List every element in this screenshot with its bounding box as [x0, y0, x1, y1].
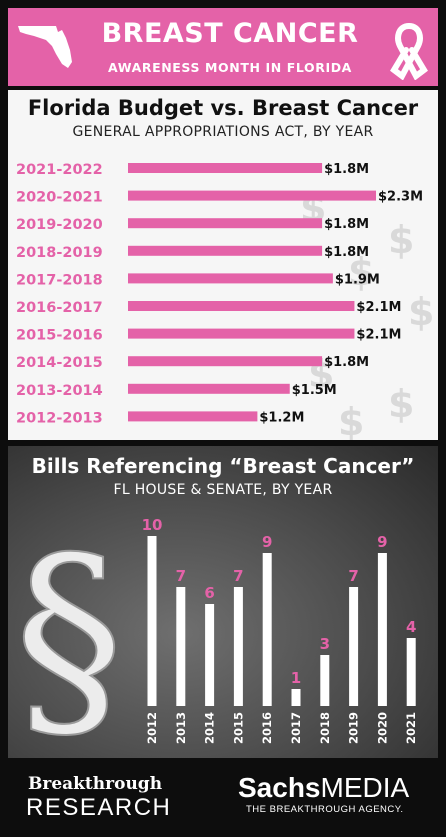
bills-bar	[291, 689, 301, 706]
dollar-sign-decoration-icon: $	[388, 382, 415, 426]
header-title: BREAST CANCER	[101, 18, 359, 49]
budget-value-label: $1.5M	[292, 383, 337, 398]
bills-value-label: 1	[291, 669, 301, 687]
budget-category-label: 2013-2014	[16, 383, 103, 399]
bills-year-label: 2015	[231, 712, 245, 744]
bills-value-label: 7	[233, 567, 243, 585]
footer: Breakthrough RESEARCH SachsMEDIA THE BRE…	[0, 760, 446, 837]
bills-year-label: 2014	[203, 712, 217, 744]
budget-value-label: $1.8M	[324, 217, 369, 232]
dollar-sign-decoration-icon: $	[348, 250, 375, 294]
sachsmedia-logo: SachsMEDIA	[238, 772, 409, 804]
budget-category-label: 2016-2017	[16, 300, 103, 316]
budget-bar	[128, 163, 323, 173]
budget-category-label: 2012-2013	[16, 410, 103, 426]
budget-chart-title: Florida Budget vs. Breast Cancer	[27, 96, 419, 120]
budget-value-label: $1.8M	[324, 355, 369, 370]
bills-bar	[262, 553, 272, 706]
section-sign-icon: §	[13, 509, 125, 746]
header-banner: BREAST CANCER AWARENESS MONTH IN FLORIDA	[8, 8, 438, 86]
bills-value-label: 7	[348, 567, 358, 585]
budget-bar	[128, 301, 355, 311]
bills-value-label: 4	[406, 618, 416, 636]
bills-year-label: 2016	[260, 712, 274, 744]
awareness-ribbon-icon	[390, 23, 428, 80]
bills-bar	[349, 587, 359, 706]
dollar-sign-decoration-icon: $	[388, 218, 415, 262]
budget-value-label: $1.9M	[335, 272, 380, 287]
bills-year-label: 2017	[289, 712, 303, 744]
bills-bar-chart: 10 2012 7 2013 6 2014 7 2015 9 2016 1 2017 3 2018 7 201…	[142, 516, 419, 744]
dollar-sign-decoration-icon: $	[338, 400, 365, 440]
budget-category-label: 2019-2020	[16, 217, 103, 233]
bills-value-label: 10	[142, 516, 163, 534]
budget-value-label: $2.1M	[356, 300, 401, 315]
bills-value-label: 6	[204, 584, 214, 602]
bills-year-label: 2021	[404, 712, 418, 744]
bills-year-label: 2019	[347, 712, 361, 744]
bills-bar	[176, 587, 186, 706]
bills-bar	[147, 536, 157, 706]
budget-bar	[128, 356, 323, 367]
budget-value-label: $1.8M	[324, 162, 369, 177]
bills-value-label: 3	[320, 635, 330, 653]
budget-value-label: $1.2M	[259, 410, 304, 425]
dollar-sign-decoration-icon: $	[408, 290, 435, 334]
breakthrough-logo-line1: Breakthrough	[28, 774, 163, 794]
bills-year-label: 2020	[375, 712, 389, 744]
budget-bar	[128, 245, 323, 256]
sachsmedia-tagline: THE BREAKTHROUGH AGENCY.	[246, 804, 404, 815]
header-subtitle: AWARENESS MONTH IN FLORIDA	[108, 60, 352, 75]
budget-category-label: 2018-2019	[16, 245, 103, 261]
bills-year-label: 2012	[145, 712, 159, 744]
budget-value-label: $1.8M	[324, 245, 369, 260]
sachsmedia-logo-regular: MEDIA	[320, 772, 410, 803]
budget-category-label: 2015-2016	[16, 328, 103, 344]
bills-chart-subtitle: FL HOUSE & SENATE, BY YEAR	[113, 482, 333, 498]
sachsmedia-logo-bold: Sachs	[238, 772, 321, 803]
budget-category-label: 2020-2021	[16, 190, 103, 206]
florida-map-icon	[18, 26, 72, 68]
budget-bar	[128, 190, 376, 201]
bills-bar	[377, 553, 387, 706]
bills-value-label: 9	[377, 533, 387, 551]
budget-chart-subtitle: GENERAL APPROPRIATIONS ACT, BY YEAR	[72, 124, 374, 140]
budget-category-label: 2017-2018	[16, 272, 103, 288]
bills-value-label: 9	[262, 533, 272, 551]
bills-bar	[233, 587, 243, 706]
bills-chart-panel: § Bills Referencing “Breast Cancer” FL H…	[8, 446, 438, 758]
budget-bar	[128, 383, 290, 394]
bills-bar	[406, 638, 416, 706]
budget-category-label: 2021-2022	[16, 162, 103, 178]
budget-chart-panel: $ $ $ $ $ $ $ Florida Budget vs. Breast …	[8, 90, 438, 440]
budget-value-label: $2.1M	[356, 328, 401, 343]
budget-value-label: $2.3M	[378, 190, 423, 205]
budget-bar	[128, 218, 323, 229]
bills-bar	[205, 604, 215, 706]
budget-category-label: 2014-2015	[16, 355, 103, 371]
bills-year-label: 2018	[318, 712, 332, 744]
bills-value-label: 7	[176, 567, 186, 585]
budget-bar	[128, 411, 258, 422]
budget-bar	[128, 273, 333, 284]
budget-bar	[128, 328, 355, 339]
bills-chart-title: Bills Referencing “Breast Cancer”	[31, 454, 415, 478]
bills-bar	[320, 655, 330, 706]
bills-year-label: 2013	[174, 712, 188, 744]
svg-text:§: §	[14, 510, 124, 746]
budget-bar-chart: 2021-2022 $1.8M 2020-2021 $2.3M 2019-2020 $1.…	[16, 162, 423, 426]
breakthrough-logo-line2: RESEARCH	[26, 794, 172, 821]
